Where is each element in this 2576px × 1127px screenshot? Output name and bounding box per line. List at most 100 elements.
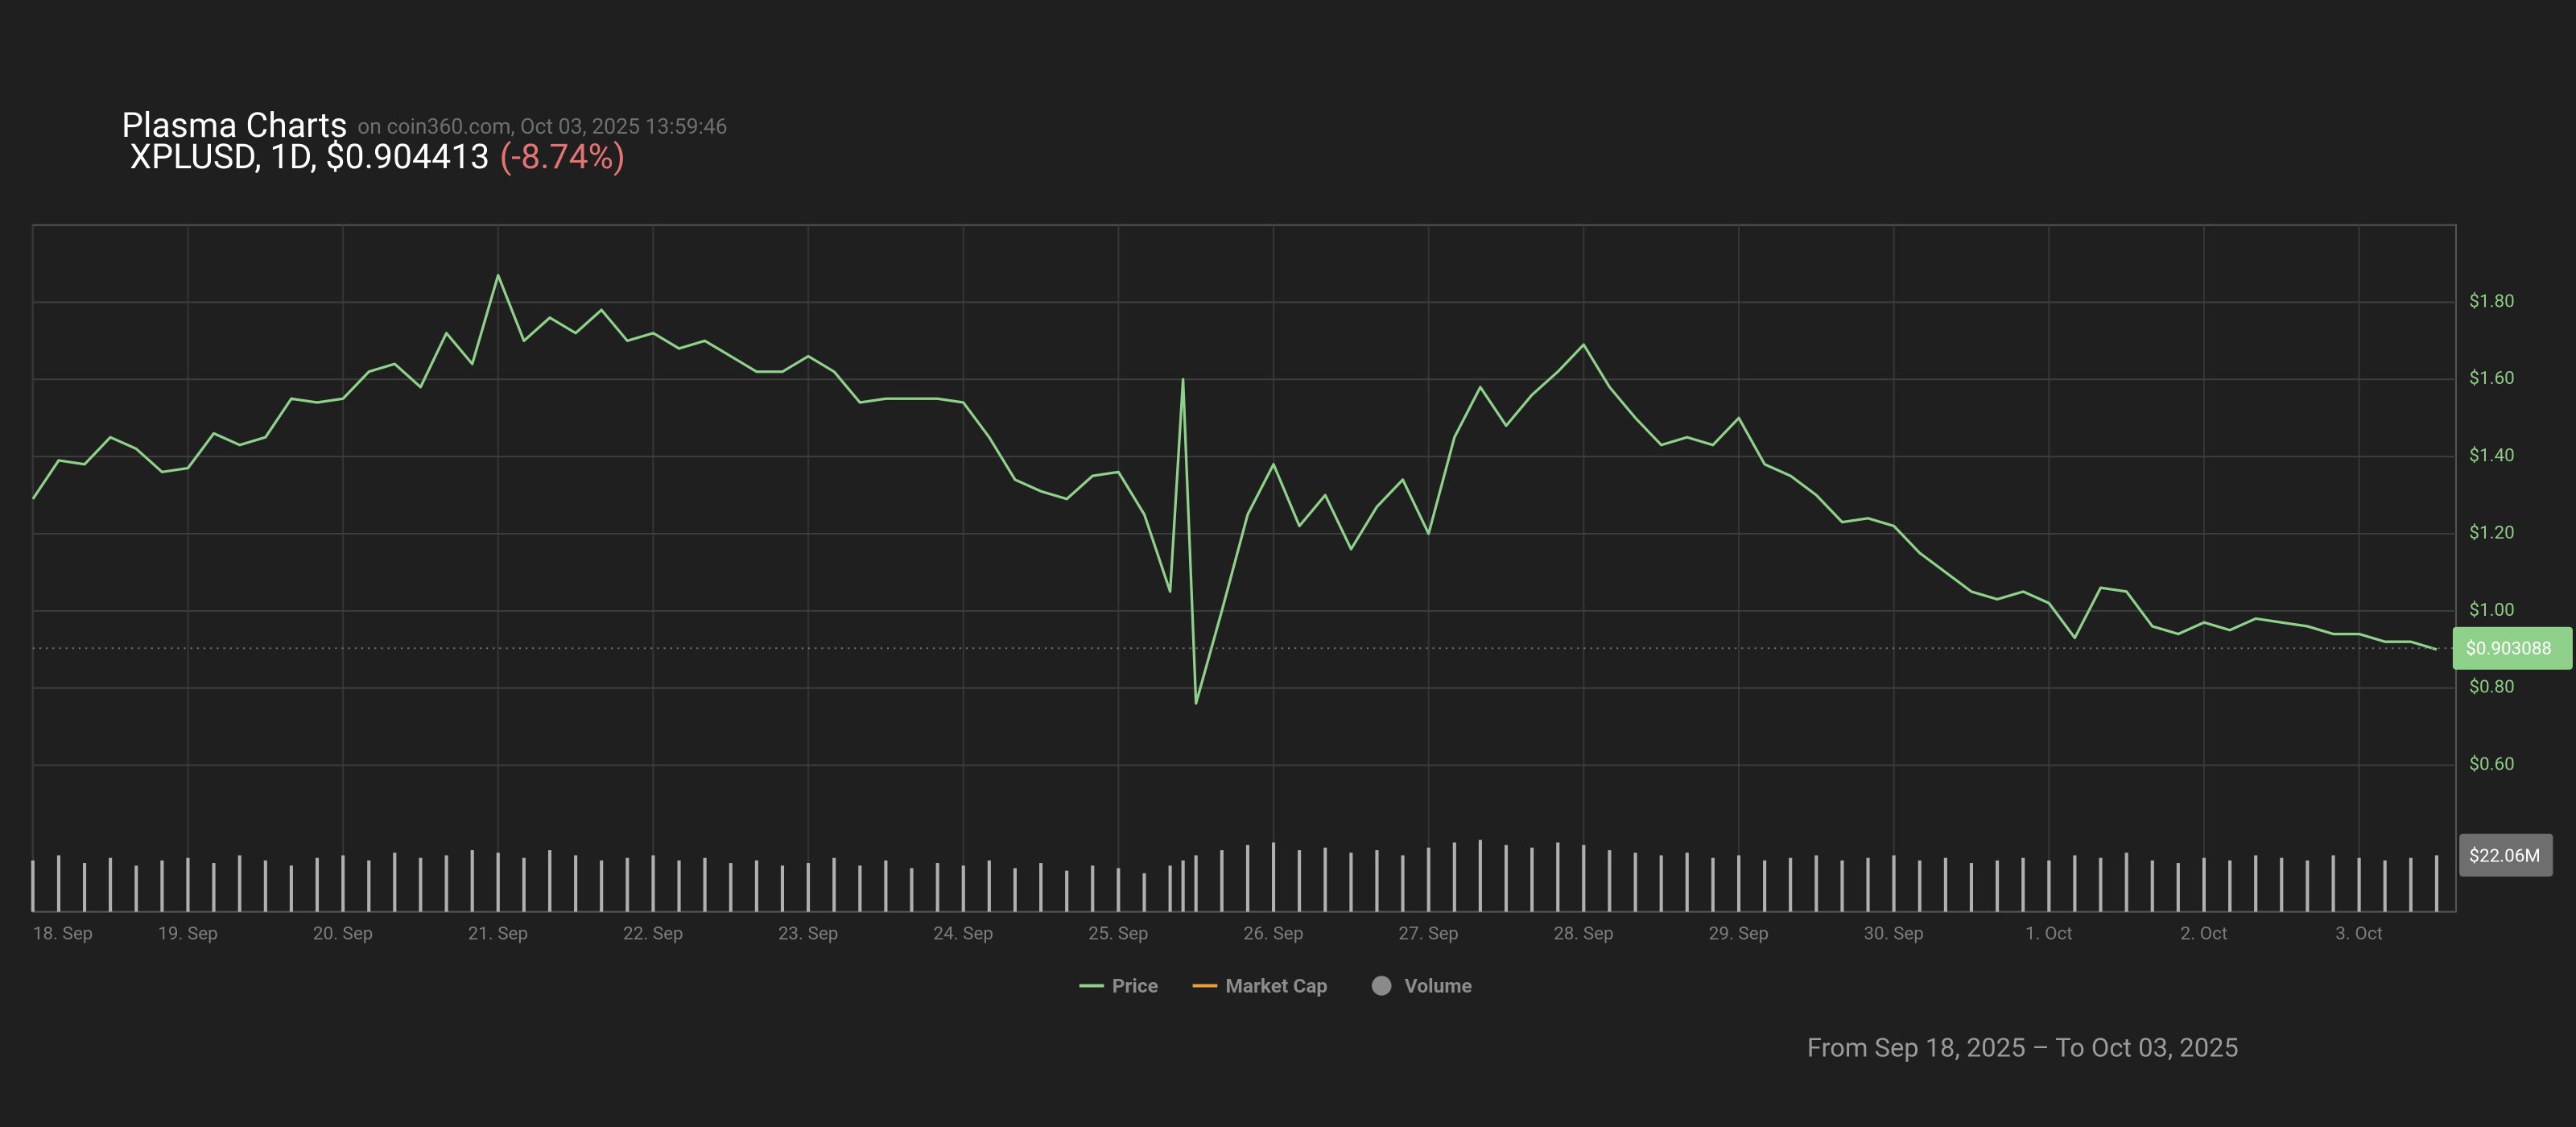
volume-bar (832, 857, 836, 912)
volume-bar (2150, 860, 2154, 912)
x-tick-label: 30. Sep (1864, 923, 1924, 944)
volume-bar (729, 863, 733, 912)
volume-bar (341, 855, 345, 912)
volume-bar (1918, 860, 1922, 912)
legend-label: Market Cap (1225, 974, 1327, 997)
volume-bar (1996, 860, 2000, 912)
volume-bar (2176, 863, 2180, 912)
volume-bar (703, 857, 707, 912)
volume-bar (1789, 857, 1793, 912)
volume-bar (1711, 857, 1715, 912)
volume-bar (2331, 855, 2335, 912)
volume-bar (1582, 844, 1586, 912)
volume-bar (1892, 855, 1896, 912)
volume-bar (1556, 842, 1560, 912)
y-tick-label: $1.40 (2469, 445, 2514, 466)
price-line (31, 274, 2438, 705)
volume-bar (2073, 855, 2077, 912)
volume-bar (109, 857, 113, 912)
volume-bar (677, 860, 681, 912)
volume-bar (212, 863, 216, 912)
x-tick-label: 28. Sep (1554, 923, 1614, 944)
volume-bar (1685, 852, 1689, 912)
subtitle-line: XPLUSD, 1D, $0.904413 (-8.74%) (130, 137, 625, 177)
legend-swatch (1372, 976, 1392, 996)
volume-bar (367, 860, 371, 912)
volume-bar (134, 865, 138, 912)
volume-bar (2228, 860, 2232, 912)
volume-bar (2047, 860, 2051, 912)
x-tick-label: 2. Oct (2181, 923, 2228, 944)
x-tick-label: 22. Sep (623, 923, 683, 944)
volume-bar (1142, 873, 1146, 912)
volume-bar (1969, 863, 1974, 912)
x-tick-label: 3. Oct (2335, 923, 2383, 944)
x-tick-label: 26. Sep (1244, 923, 1304, 944)
volume-bar (160, 860, 164, 912)
volume-bar (315, 857, 320, 912)
y-tick-label: $1.80 (2469, 291, 2514, 312)
volume-bar (1117, 868, 1121, 912)
x-tick-label: 21. Sep (469, 923, 529, 944)
volume-tag-box (2459, 833, 2553, 877)
x-tick-label: 27. Sep (1398, 923, 1459, 944)
volume-bar (2306, 860, 2310, 912)
volume-bar (1633, 852, 1637, 912)
volume-bar (2409, 857, 2413, 912)
volume-bar (2124, 852, 2128, 912)
volume-bar (186, 857, 190, 912)
y-tick-label: $0.80 (2469, 677, 2514, 698)
volume-bar (522, 857, 526, 912)
volume-bar (1401, 855, 1405, 912)
volume-bar (1013, 868, 1017, 912)
volume-bar (237, 855, 242, 912)
x-tick-label: 19. Sep (158, 923, 218, 944)
volume-bar (910, 868, 914, 912)
y-tick-label: $0.60 (2469, 753, 2514, 774)
volume-bar (2254, 855, 2258, 912)
volume-bar (1814, 855, 1818, 912)
volume-bar (1194, 855, 1198, 912)
volume-bar (987, 860, 991, 912)
volume-bar (1375, 850, 1379, 912)
volume-bar (547, 850, 552, 912)
x-tick-label: 1. Oct (2025, 923, 2073, 944)
x-tick-label: 25. Sep (1088, 923, 1149, 944)
volume-bar (651, 855, 655, 912)
volume-bar (780, 865, 785, 912)
volume-bar (1298, 850, 1302, 912)
change: (-8.74%) (500, 137, 625, 177)
footer: From Sep 18, 2025 – To Oct 03, 2025 (1807, 1033, 2239, 1063)
volume-bar (1943, 857, 1947, 912)
volume-bar (82, 863, 87, 912)
volume-bar (496, 852, 500, 912)
volume-bar (754, 860, 758, 912)
volume-bar (858, 865, 862, 912)
source: on coin360.com, Oct 03, 2025 13:59:46 (357, 114, 728, 139)
volume-bar (807, 863, 811, 912)
y-tick-label: $1.60 (2469, 368, 2514, 389)
volume-bar (1426, 847, 1430, 912)
x-tick-label: 18. Sep (33, 923, 93, 944)
volume-bar (1245, 844, 1249, 912)
x-tick-label: 23. Sep (778, 923, 839, 944)
volume-bar (2357, 857, 2361, 912)
volume-bar (31, 860, 35, 912)
volume-bar (884, 860, 888, 912)
volume-bar (1065, 870, 1069, 912)
x-tick-label: 20. Sep (313, 923, 374, 944)
volume-bar (289, 865, 293, 912)
volume-bar (1323, 847, 1327, 912)
volume-bar (470, 850, 474, 912)
volume-bar (444, 855, 448, 912)
volume-bar (1659, 855, 1663, 912)
y-tick-label: $1.00 (2469, 600, 2514, 621)
x-tick-label: 29. Sep (1709, 923, 1769, 944)
volume-bar (1091, 865, 1095, 912)
volume-bar (1504, 844, 1509, 912)
volume-bar (1272, 842, 1276, 912)
title: Plasma Charts (122, 105, 348, 146)
